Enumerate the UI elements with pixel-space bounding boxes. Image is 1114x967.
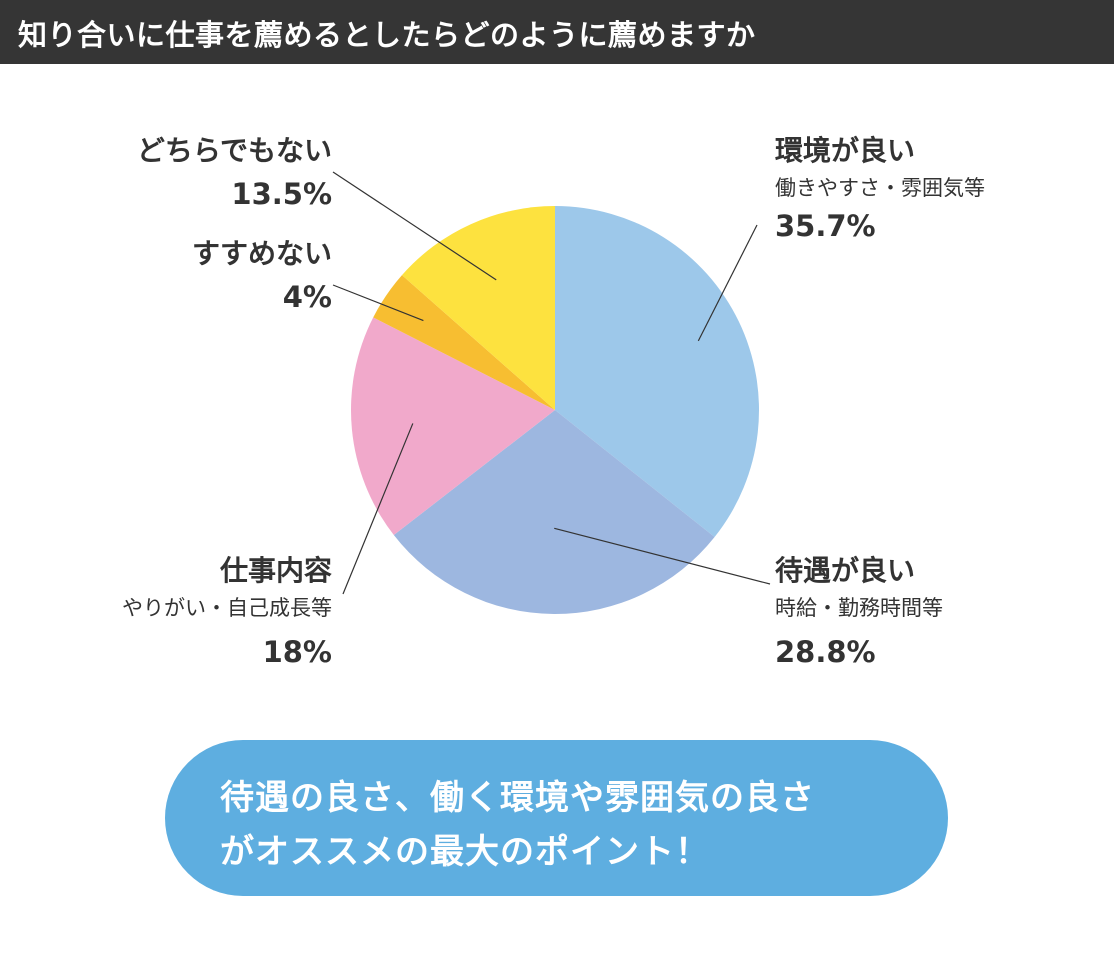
label-work-content-percent: 18% (262, 635, 332, 669)
slice-environment (555, 206, 760, 538)
slice-treatment-leader-line (554, 527, 771, 585)
slice-neither-leader-line (332, 171, 497, 281)
label-not-recommend-percent: 4% (282, 280, 332, 314)
slice-not-recommend (373, 275, 555, 410)
label-work-content: 仕事内容 やりがい・自己成長等 18% (122, 554, 332, 670)
label-treatment: 待遇が良い 時給・勤務時間等 28.8% (775, 554, 943, 670)
slice-neither (401, 206, 555, 410)
label-environment-sub: 働きやすさ・雰囲気等 (775, 176, 985, 200)
label-work-content-sub: やりがい・自己成長等 (122, 596, 332, 620)
label-treatment-percent: 28.8% (775, 635, 876, 669)
label-treatment-sub: 時給・勤務時間等 (775, 596, 943, 620)
label-neither-name: どちらでもない (136, 134, 332, 167)
label-neither-percent: 13.5% (231, 177, 332, 211)
label-work-content-name: 仕事内容 (219, 554, 332, 587)
callout-line-2: がオススメの最大のポイント！ (220, 832, 710, 872)
slice-treatment (393, 410, 715, 614)
label-not-recommend: すすめない 4% (192, 237, 332, 315)
title-bar: 知り合いに仕事を薦めるとしたらどのように薦めますか (0, 0, 1114, 64)
callout-line-1: 待遇の良さ、働く環境や雰囲気の良さ (220, 778, 815, 818)
label-neither: どちらでもない 13.5% (137, 134, 332, 212)
label-not-recommend-name: すすめない (191, 237, 332, 270)
label-environment-percent: 35.7% (775, 209, 876, 243)
slice-work-content (351, 317, 555, 536)
label-environment: 環境が良い 働きやすさ・雰囲気等 35.7% (775, 134, 985, 244)
label-treatment-name: 待遇が良い (775, 554, 916, 587)
slice-work-content-leader-line (342, 423, 414, 595)
summary-callout: 待遇の良さ、働く環境や雰囲気の良さ がオススメの最大のポイント！ (165, 740, 948, 896)
slice-environment-leader-line (697, 224, 758, 342)
chart-title: 知り合いに仕事を薦めるとしたらどのように薦めますか (18, 18, 756, 52)
slice-not-recommend-leader-line (332, 284, 424, 322)
label-environment-name: 環境が良い (775, 134, 916, 167)
